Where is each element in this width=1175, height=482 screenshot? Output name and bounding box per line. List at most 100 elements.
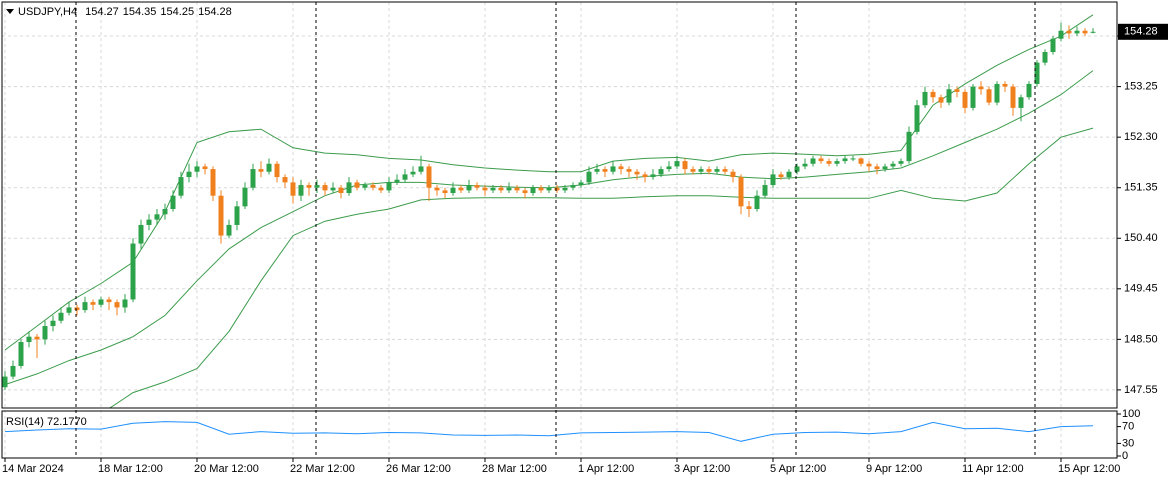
collapse-icon[interactable] [6,9,14,14]
candle-body [898,161,904,164]
candle-body [794,166,800,172]
candle-body [826,161,832,164]
candle-body [786,171,792,178]
candle-body [602,169,608,172]
candle-body [194,166,200,172]
candle-body [98,299,104,305]
band-upper [4,14,1094,351]
candle-body [962,91,968,108]
candle-body [650,174,656,178]
candle-body [922,91,928,106]
candle-body [66,307,72,313]
candle-body [1026,83,1032,98]
candle-body [1010,86,1016,108]
candle-body [506,187,512,191]
candle-body [954,89,960,92]
candle-body [274,163,280,178]
candle-body [490,187,496,191]
rsi-tick-label: 100 [1122,408,1140,420]
candle-body [738,177,744,207]
candle-body [1090,31,1096,33]
candle-body [842,158,848,162]
candle-body [1058,30,1064,39]
candle-body [618,166,624,170]
candle-body [282,177,288,183]
candle-body [914,105,920,132]
candle-body [82,302,88,311]
candle-body [218,195,224,236]
rsi-area [4,421,1094,442]
rsi-label: RSI(14) 72.1770 [6,416,87,428]
y-tick-label: 149.45 [1124,283,1158,295]
candle-body [418,166,424,172]
candle-body [442,190,448,194]
candle-body [362,185,368,188]
candle-body [530,187,536,194]
rsi-frame [1,410,1118,459]
candle-body [730,171,736,178]
high: 154.35 [123,6,157,18]
candle-body [642,174,648,178]
candle-body [458,187,464,191]
candle-body [634,171,640,175]
candle-body [746,206,752,209]
candle-body [890,163,896,167]
rsi-tick-label: 0 [1122,450,1128,462]
candle-body [586,171,592,183]
candle-body [906,131,912,162]
candle-body [970,86,976,108]
candle-body [866,163,872,167]
candle-body [298,185,304,196]
candle-body [1042,52,1048,63]
candle-body [322,185,328,191]
candle-body [1074,30,1080,34]
candle-body [450,187,456,194]
x-tick-label: 5 Apr 12:00 [770,463,826,475]
x-tick-label: 18 Mar 12:00 [98,463,163,475]
candle-body [226,224,232,236]
x-tick-label: 9 Apr 12:00 [866,463,922,475]
candle-body [162,208,168,215]
candle-body [74,307,80,311]
candle-body [562,187,568,191]
candle-body [946,89,952,103]
candle-body [26,336,32,343]
candle-body [330,187,336,191]
candle-body [1034,62,1040,84]
candle-body [810,158,816,164]
candle-body [514,187,520,191]
candle-body [210,169,216,196]
candle-body [818,158,824,162]
y-tick-label: 148.50 [1124,333,1158,345]
candle-body [370,185,376,188]
candle-body [402,174,408,180]
candle-body [882,166,888,170]
candle-body [666,166,672,170]
x-tick-label: 28 Mar 12:00 [482,463,547,475]
candle-body [938,97,944,103]
candle-body [306,185,312,188]
candle-body [594,169,600,172]
candle-body [114,302,120,308]
period-separators [75,2,1036,458]
y-tick-label: 152.30 [1124,131,1158,143]
candle-body [1018,97,1024,108]
candle-body [466,185,472,191]
candle-body [138,224,144,244]
header: USDJPY,H4 154.27 154.35 154.25 154.28 [18,6,232,18]
candle-body [474,185,480,188]
candle-body [50,320,56,327]
candle-body [170,195,176,209]
candle-body [178,177,184,196]
candle-body [386,182,392,191]
candle-body [610,166,616,172]
candle-body [18,342,24,366]
candle-body [58,312,64,321]
candle-body [698,169,704,172]
candle-body [2,376,8,388]
candle-body [722,169,728,172]
candle-body [1082,30,1088,34]
y-tick-label: 153.25 [1124,81,1158,93]
candle-body [426,166,432,188]
